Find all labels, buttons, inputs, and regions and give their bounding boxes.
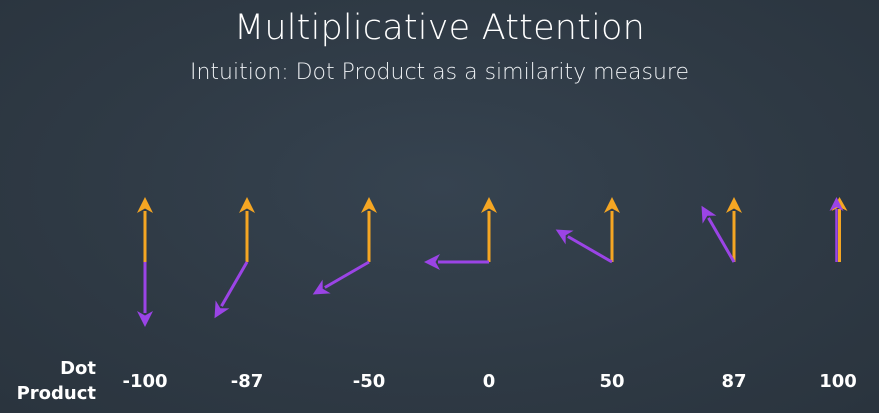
- slide-subtitle: Intuition: Dot Product as a similarity m…: [189, 60, 690, 85]
- slide-title: Multiplicative Attention: [233, 8, 646, 48]
- reference-vector: [726, 197, 742, 262]
- reference-vector: [361, 197, 377, 262]
- compared-vector: [829, 197, 844, 262]
- dot-product-value: 0: [482, 371, 496, 392]
- compared-vector: [312, 260, 370, 295]
- reference-vector: [239, 197, 255, 262]
- compared-vector: [555, 229, 613, 264]
- reference-vector: [137, 197, 153, 262]
- compared-vector: [137, 262, 153, 327]
- dot-product-value: 100: [819, 371, 857, 392]
- dot-product-value: -50: [352, 371, 386, 392]
- dot-product-value: 50: [599, 371, 625, 392]
- dot-product-value: -87: [230, 371, 264, 392]
- dot-product-value: 87: [721, 371, 747, 392]
- dot-product-row-label: Dot Product: [6, 356, 96, 406]
- dot-product-value: -100: [122, 371, 168, 392]
- row-label-line-1: Dot: [60, 358, 96, 379]
- reference-vector: [481, 197, 497, 262]
- compared-vector: [214, 261, 249, 319]
- compared-vector: [701, 205, 736, 263]
- row-label-line-2: Product: [16, 383, 96, 404]
- reference-vector: [604, 197, 620, 262]
- compared-vector: [424, 254, 489, 270]
